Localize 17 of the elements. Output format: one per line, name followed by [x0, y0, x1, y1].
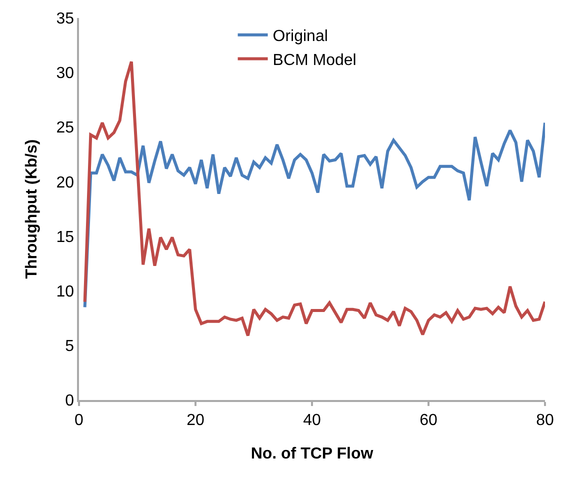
y-tick-label: 20 [56, 174, 74, 192]
x-axis-title: No. of TCP Flow [250, 446, 374, 462]
y-tick-label: 35 [56, 10, 74, 28]
y-tick-label: 30 [56, 65, 74, 82]
y-tick-label: 5 [65, 338, 74, 356]
legend-label: Original [272, 28, 328, 46]
y-tick-label: 10 [56, 283, 74, 300]
x-tick-label: 20 [186, 412, 204, 429]
legend-label: BCM Model [272, 52, 356, 69]
y-tick-label: 0 [65, 392, 74, 410]
x-tick-label: 40 [303, 412, 321, 429]
x-tick-label: 80 [536, 412, 554, 429]
y-tick-label: 15 [56, 228, 74, 246]
x-tick-label: 60 [420, 412, 438, 429]
y-tick-label: 25 [56, 120, 74, 137]
line-series [83, 121, 545, 309]
y-axis-title: Throughput (Kb/s) [24, 139, 40, 279]
